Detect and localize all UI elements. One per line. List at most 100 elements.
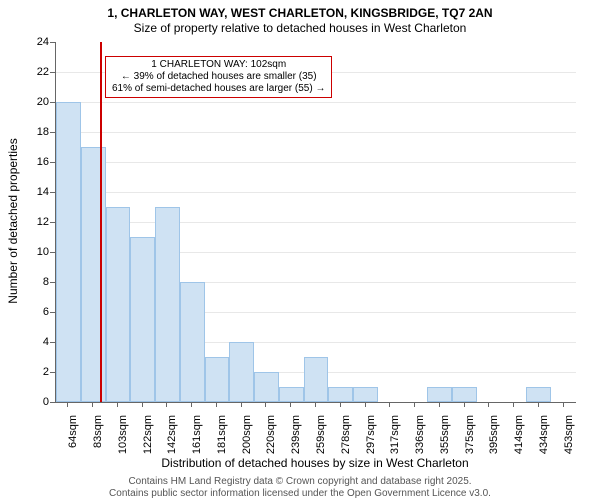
x-tick-label: 103sqm [117,415,129,465]
y-tick-mark [50,402,55,403]
x-tick-label: 317sqm [389,415,401,465]
x-tick-mark [365,402,366,407]
x-tick-label: 83sqm [92,415,104,465]
y-tick-mark [50,342,55,343]
histogram-bar [452,387,477,402]
x-tick-mark [92,402,93,407]
gridline [56,102,576,103]
histogram-bar [304,357,329,402]
y-tick-label: 2 [25,366,49,378]
gridline [56,132,576,133]
histogram-bar [328,387,353,402]
histogram-bar [229,342,254,402]
y-tick-mark [50,102,55,103]
gridline [56,192,576,193]
x-tick-label: 259sqm [315,415,327,465]
chart-container: 1, CHARLETON WAY, WEST CHARLETON, KINGSB… [0,0,600,500]
chart-footer: Contains HM Land Registry data © Crown c… [0,476,600,500]
x-tick-label: 181sqm [216,415,228,465]
y-tick-mark [50,132,55,133]
y-tick-label: 6 [25,306,49,318]
annotation-box: 1 CHARLETON WAY: 102sqm← 39% of detached… [105,56,332,98]
gridline [56,162,576,163]
x-tick-label: 122sqm [142,415,154,465]
x-tick-label: 434sqm [538,415,550,465]
x-tick-label: 395sqm [488,415,500,465]
x-tick-mark [315,402,316,407]
y-tick-label: 14 [25,186,49,198]
x-tick-mark [340,402,341,407]
x-tick-mark [67,402,68,407]
y-tick-label: 16 [25,156,49,168]
y-tick-label: 0 [25,396,49,408]
x-tick-mark [290,402,291,407]
x-tick-mark [166,402,167,407]
x-tick-label: 278sqm [340,415,352,465]
y-tick-mark [50,372,55,373]
y-tick-mark [50,222,55,223]
footer-line1: Contains HM Land Registry data © Crown c… [0,476,600,488]
histogram-bar [279,387,304,402]
y-tick-label: 4 [25,336,49,348]
x-tick-label: 375sqm [464,415,476,465]
x-tick-mark [563,402,564,407]
histogram-bar [205,357,230,402]
annotation-line: 61% of semi-detached houses are larger (… [112,83,325,95]
x-tick-mark [439,402,440,407]
x-tick-mark [488,402,489,407]
x-tick-mark [191,402,192,407]
x-tick-mark [464,402,465,407]
chart-title: 1, CHARLETON WAY, WEST CHARLETON, KINGSB… [0,0,600,20]
y-tick-label: 12 [25,216,49,228]
x-tick-mark [389,402,390,407]
y-tick-label: 8 [25,276,49,288]
x-tick-label: 453sqm [563,415,575,465]
x-tick-label: 200sqm [241,415,253,465]
reference-line [100,42,102,402]
x-tick-label: 414sqm [513,415,525,465]
x-tick-mark [265,402,266,407]
chart-subtitle: Size of property relative to detached ho… [0,20,600,35]
y-tick-mark [50,192,55,193]
histogram-bar [130,237,155,402]
y-tick-mark [50,162,55,163]
y-tick-mark [50,252,55,253]
y-tick-mark [50,282,55,283]
x-tick-mark [241,402,242,407]
histogram-bar [254,372,279,402]
x-tick-mark [117,402,118,407]
x-tick-label: 161sqm [191,415,203,465]
x-tick-label: 355sqm [439,415,451,465]
x-tick-mark [216,402,217,407]
histogram-bar [106,207,131,402]
x-tick-label: 336sqm [414,415,426,465]
x-tick-label: 239sqm [290,415,302,465]
y-tick-label: 20 [25,96,49,108]
y-tick-mark [50,72,55,73]
y-tick-mark [50,42,55,43]
x-tick-label: 297sqm [365,415,377,465]
x-tick-label: 64sqm [67,415,79,465]
histogram-bar [180,282,205,402]
x-tick-mark [513,402,514,407]
x-tick-mark [414,402,415,407]
gridline [56,222,576,223]
y-axis-label: Number of detached properties [6,121,20,321]
y-tick-label: 10 [25,246,49,258]
x-tick-mark [538,402,539,407]
y-tick-label: 18 [25,126,49,138]
histogram-bar [427,387,452,402]
histogram-bar [353,387,378,402]
histogram-bar [526,387,551,402]
x-tick-mark [142,402,143,407]
footer-line2: Contains public sector information licen… [0,488,600,500]
y-tick-mark [50,312,55,313]
x-tick-label: 220sqm [265,415,277,465]
annotation-line: ← 39% of detached houses are smaller (35… [112,71,325,83]
histogram-bar [155,207,180,402]
annotation-line: 1 CHARLETON WAY: 102sqm [112,59,325,71]
x-tick-label: 142sqm [166,415,178,465]
y-tick-label: 22 [25,66,49,78]
histogram-bar [56,102,81,402]
y-tick-label: 24 [25,36,49,48]
